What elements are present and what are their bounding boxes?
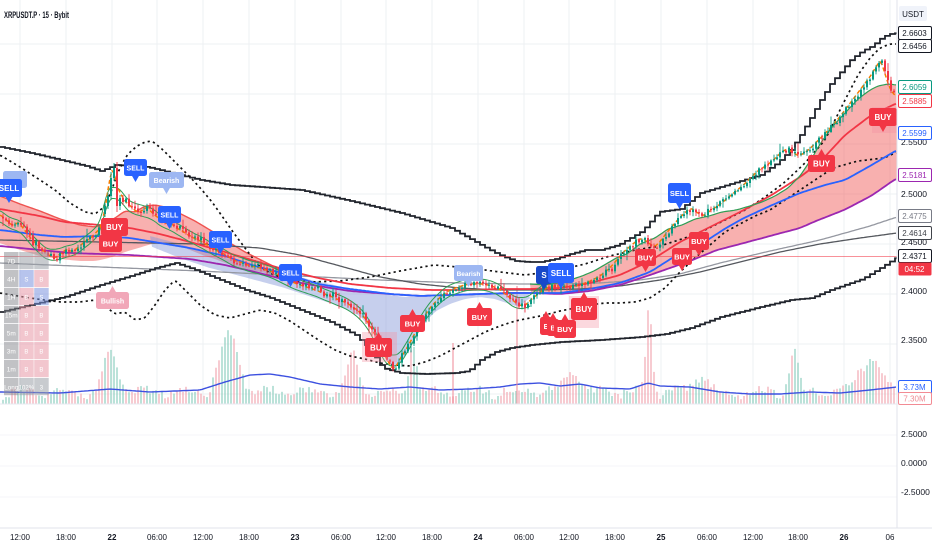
svg-text:2.4614: 2.4614 — [902, 229, 927, 238]
svg-text:12:00: 12:00 — [376, 533, 397, 542]
svg-text:7.30M: 7.30M — [903, 395, 926, 404]
svg-text:S: S — [39, 296, 43, 302]
svg-text:15m: 15m — [5, 313, 18, 320]
svg-text:18:00: 18:00 — [239, 533, 260, 542]
svg-text:BUY: BUY — [813, 160, 831, 169]
svg-text:26: 26 — [840, 533, 849, 542]
svg-text:BUY: BUY — [106, 223, 124, 232]
svg-text:2.6456: 2.6456 — [902, 42, 927, 51]
svg-text:1m: 1m — [7, 367, 16, 374]
svg-text:2.4371: 2.4371 — [902, 252, 927, 261]
svg-text:B: B — [24, 314, 28, 320]
svg-text:B: B — [39, 350, 43, 356]
svg-text:2.5000: 2.5000 — [901, 429, 927, 439]
svg-text:BUY: BUY — [472, 313, 488, 322]
svg-text:2.5599: 2.5599 — [902, 129, 927, 138]
svg-text:1H: 1H — [7, 295, 16, 302]
svg-text:SELL: SELL — [0, 184, 19, 193]
svg-text:3: 3 — [40, 386, 44, 392]
svg-text:2.6059: 2.6059 — [902, 83, 927, 92]
svg-text:06:00: 06:00 — [697, 533, 718, 542]
svg-text:SELL: SELL — [670, 189, 690, 198]
svg-text:E: E — [544, 324, 549, 331]
svg-text:3.73M: 3.73M — [903, 383, 926, 392]
svg-text:BUY: BUY — [674, 253, 690, 262]
svg-text:2.3500: 2.3500 — [901, 335, 927, 345]
svg-text:2.4775: 2.4775 — [902, 212, 927, 221]
svg-text:BUY: BUY — [103, 240, 119, 249]
svg-text:SELL: SELL — [127, 166, 146, 173]
svg-text:06: 06 — [886, 533, 895, 542]
svg-text:22: 22 — [108, 533, 117, 542]
svg-text:S: S — [24, 278, 28, 284]
svg-text:B: B — [24, 332, 28, 338]
svg-text:23: 23 — [291, 533, 300, 542]
svg-text:B: B — [24, 296, 28, 302]
svg-text:06:00: 06:00 — [331, 533, 352, 542]
svg-text:0.0000: 0.0000 — [901, 458, 927, 468]
svg-text:BUY: BUY — [691, 237, 707, 246]
svg-text:B: B — [24, 350, 28, 356]
svg-text:2.5500: 2.5500 — [901, 137, 927, 147]
svg-text:SELL: SELL — [161, 213, 180, 220]
svg-text:B: B — [550, 326, 555, 333]
svg-text:2.4000: 2.4000 — [901, 286, 927, 296]
svg-text:18:00: 18:00 — [56, 533, 77, 542]
svg-text:Bullish: Bullish — [101, 299, 124, 306]
svg-text:7D: 7D — [7, 259, 16, 266]
svg-text:18:00: 18:00 — [605, 533, 626, 542]
svg-text:BUY: BUY — [405, 320, 421, 329]
svg-text:BUY: BUY — [557, 325, 573, 334]
svg-text:2.5885: 2.5885 — [902, 97, 927, 106]
svg-text:BUY: BUY — [875, 113, 893, 122]
svg-text:BUY: BUY — [370, 344, 388, 353]
svg-text:USDT: USDT — [902, 10, 924, 19]
svg-text:06:00: 06:00 — [147, 533, 168, 542]
svg-text:SELL: SELL — [282, 271, 301, 278]
svg-text:2.5000: 2.5000 — [901, 189, 927, 199]
svg-text:18:00: 18:00 — [422, 533, 443, 542]
svg-text:4H: 4H — [7, 277, 16, 284]
svg-text:2.4500: 2.4500 — [901, 237, 927, 247]
svg-text:12:00: 12:00 — [559, 533, 580, 542]
svg-text:102%: 102% — [19, 386, 35, 392]
svg-text:Long: Long — [4, 385, 19, 392]
svg-text:BUY: BUY — [576, 305, 594, 314]
svg-text:04:52: 04:52 — [904, 265, 925, 274]
svg-text:12:00: 12:00 — [743, 533, 764, 542]
svg-text:B: B — [39, 314, 43, 320]
svg-text:5m: 5m — [7, 331, 16, 338]
svg-text:12:00: 12:00 — [10, 533, 31, 542]
svg-text:S: S — [541, 271, 547, 280]
svg-text:B: B — [39, 332, 43, 338]
svg-text:SELL: SELL — [551, 269, 572, 278]
svg-text:XRPUSDT.P · 15 · Bybit: XRPUSDT.P · 15 · Bybit — [4, 10, 70, 21]
svg-text:SELL: SELL — [212, 238, 231, 245]
svg-text:B: B — [24, 368, 28, 374]
svg-text:2.5181: 2.5181 — [902, 171, 927, 180]
svg-text:BUY: BUY — [638, 254, 654, 263]
svg-text:3m: 3m — [7, 349, 16, 356]
svg-text:18:00: 18:00 — [788, 533, 809, 542]
svg-text:B: B — [39, 368, 43, 374]
svg-text:-2.5000: -2.5000 — [901, 487, 930, 497]
svg-text:06:00: 06:00 — [514, 533, 535, 542]
svg-text:25: 25 — [657, 533, 666, 542]
svg-text:Bearish: Bearish — [457, 271, 481, 278]
svg-text:2.6603: 2.6603 — [902, 29, 927, 38]
svg-text:12:00: 12:00 — [193, 533, 214, 542]
svg-text:Bearish: Bearish — [154, 178, 180, 185]
svg-text:B: B — [39, 278, 43, 284]
svg-text:24: 24 — [474, 533, 483, 542]
